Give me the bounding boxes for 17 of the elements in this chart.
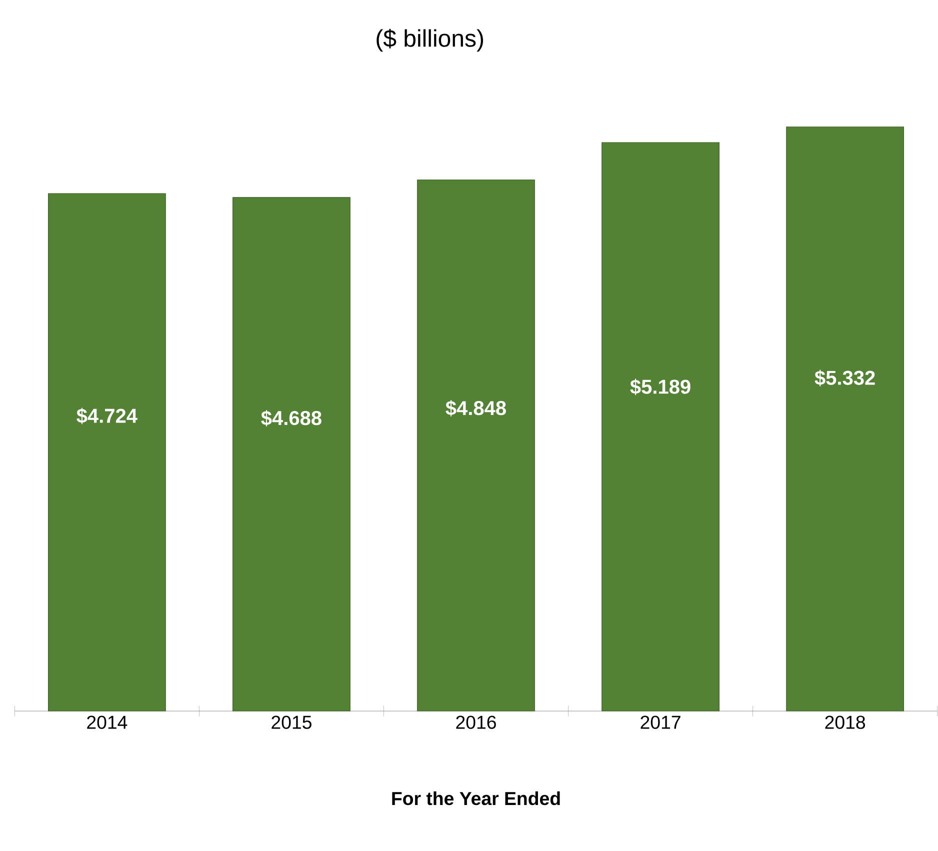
x-tick-label: 2017: [640, 716, 680, 729]
x-tick-label: 2018: [825, 716, 866, 729]
x-tick-label: 2014: [87, 716, 128, 729]
x-tick-label: 2015: [272, 716, 312, 729]
bar: [48, 193, 166, 712]
bar: [786, 126, 904, 712]
data-label: $5.189: [630, 378, 690, 396]
data-label: $5.332: [814, 370, 875, 386]
bar: [232, 197, 350, 712]
bar: [417, 180, 535, 712]
x-axis-title: For the Year Ended: [392, 791, 560, 806]
data-label: $4.688: [261, 410, 322, 426]
bar: [602, 142, 720, 712]
x-tick-label: 2016: [456, 716, 496, 729]
chart-title: ($ billions): [376, 28, 484, 52]
data-label: $4.724: [76, 408, 138, 424]
data-label: $4.848: [446, 400, 506, 416]
